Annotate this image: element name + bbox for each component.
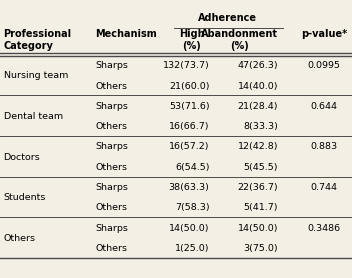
Text: 8(33.3): 8(33.3): [243, 122, 278, 131]
Text: 6(54.5): 6(54.5): [175, 163, 209, 172]
Text: High
(%): High (%): [179, 29, 205, 51]
Text: Abandonment
(%): Abandonment (%): [201, 29, 278, 51]
Text: 3(75.0): 3(75.0): [244, 244, 278, 253]
Text: 0.0995: 0.0995: [307, 61, 340, 70]
Text: 53(71.6): 53(71.6): [169, 102, 209, 111]
Text: 16(57.2): 16(57.2): [169, 142, 209, 152]
Text: Dental team: Dental team: [4, 112, 63, 121]
Text: Others: Others: [95, 81, 127, 91]
Text: 0.744: 0.744: [310, 183, 337, 192]
Text: Others: Others: [4, 234, 36, 243]
Text: Sharps: Sharps: [95, 224, 128, 233]
Text: 0.883: 0.883: [310, 142, 338, 152]
Text: 132(73.7): 132(73.7): [163, 61, 209, 70]
Text: 14(40.0): 14(40.0): [238, 81, 278, 91]
Text: 0.3486: 0.3486: [307, 224, 340, 233]
Text: Sharps: Sharps: [95, 61, 128, 70]
Text: Doctors: Doctors: [4, 153, 40, 162]
Text: Sharps: Sharps: [95, 142, 128, 152]
Text: Others: Others: [95, 163, 127, 172]
Text: Others: Others: [95, 122, 127, 131]
Text: p-value*: p-value*: [301, 29, 347, 39]
Text: 5(45.5): 5(45.5): [244, 163, 278, 172]
Text: 21(60.0): 21(60.0): [169, 81, 209, 91]
Text: 1(25.0): 1(25.0): [175, 244, 209, 253]
Text: Mechanism: Mechanism: [95, 29, 157, 39]
Text: 14(50.0): 14(50.0): [238, 224, 278, 233]
Text: 12(42.8): 12(42.8): [238, 142, 278, 152]
Text: 7(58.3): 7(58.3): [175, 203, 209, 212]
Text: Sharps: Sharps: [95, 102, 128, 111]
Text: Adherence: Adherence: [197, 13, 257, 23]
Text: Professional
Category: Professional Category: [4, 29, 72, 51]
Text: Students: Students: [4, 193, 46, 202]
Text: Sharps: Sharps: [95, 183, 128, 192]
Text: 14(50.0): 14(50.0): [169, 224, 209, 233]
Text: 5(41.7): 5(41.7): [244, 203, 278, 212]
Text: Nursing team: Nursing team: [4, 71, 68, 80]
Text: 16(66.7): 16(66.7): [169, 122, 209, 131]
Text: Others: Others: [95, 203, 127, 212]
Text: Others: Others: [95, 244, 127, 253]
Text: 22(36.7): 22(36.7): [238, 183, 278, 192]
Text: 47(26.3): 47(26.3): [238, 61, 278, 70]
Text: 21(28.4): 21(28.4): [238, 102, 278, 111]
Text: 38(63.3): 38(63.3): [169, 183, 209, 192]
Text: 0.644: 0.644: [310, 102, 337, 111]
